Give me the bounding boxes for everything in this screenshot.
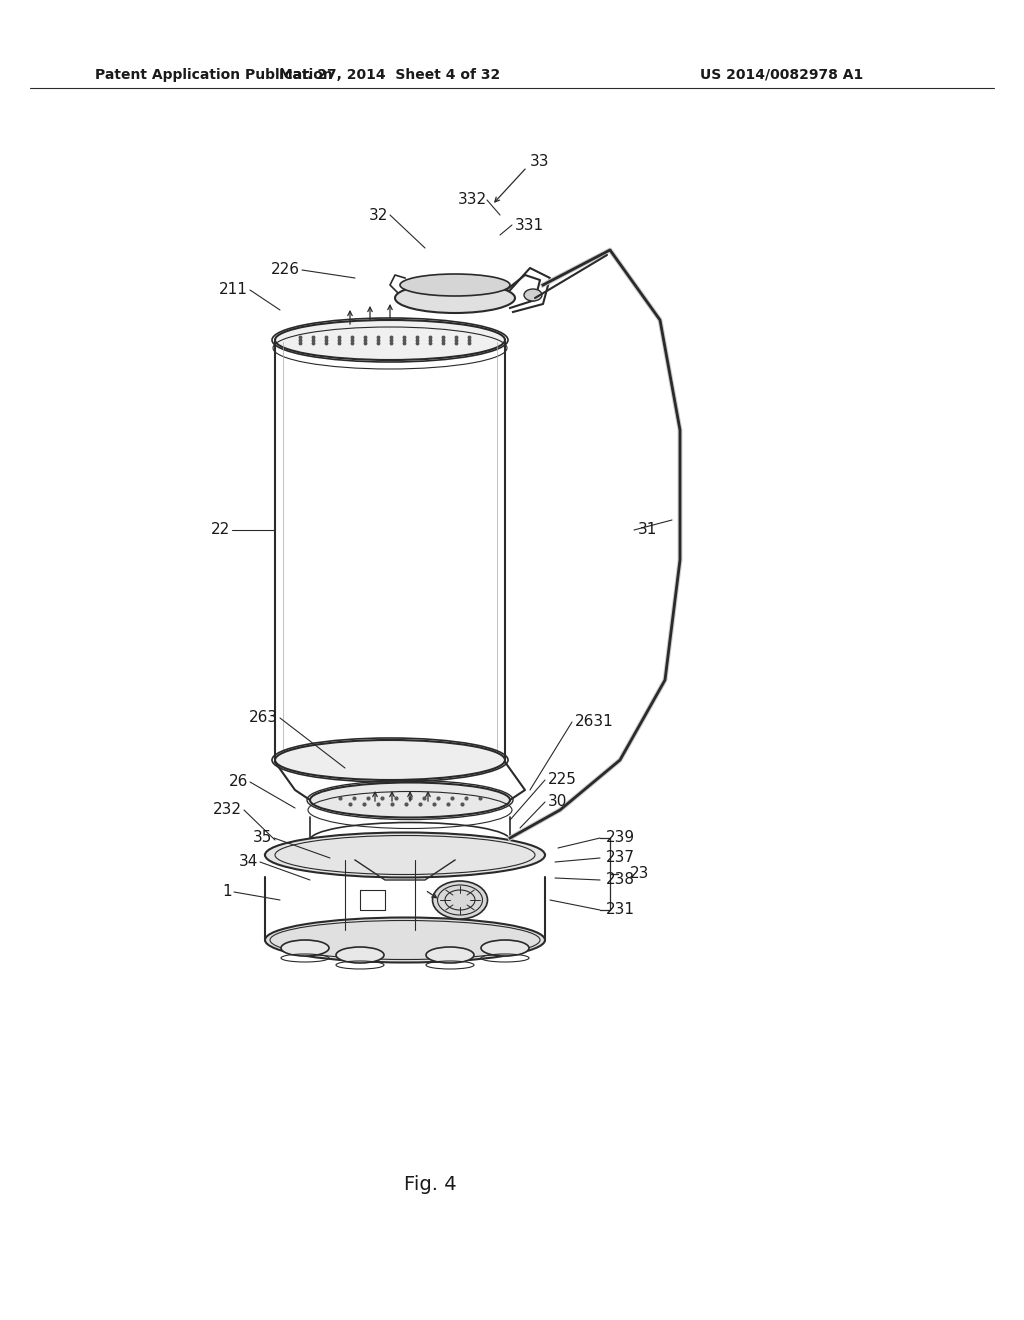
Ellipse shape	[336, 946, 384, 964]
Text: 231: 231	[606, 903, 635, 917]
Ellipse shape	[400, 275, 510, 296]
Text: 225: 225	[548, 772, 577, 788]
Ellipse shape	[459, 276, 481, 288]
Ellipse shape	[432, 880, 487, 919]
Ellipse shape	[281, 940, 329, 956]
Text: 23: 23	[630, 866, 649, 882]
Ellipse shape	[481, 940, 529, 956]
Text: 34: 34	[239, 854, 258, 870]
Text: 33: 33	[530, 154, 550, 169]
Text: 26: 26	[228, 775, 248, 789]
Text: 22: 22	[211, 523, 230, 537]
Ellipse shape	[265, 917, 545, 962]
Text: 239: 239	[606, 830, 635, 846]
Text: 332: 332	[458, 193, 487, 207]
Text: Patent Application Publication: Patent Application Publication	[95, 69, 333, 82]
Ellipse shape	[395, 282, 515, 313]
Text: 211: 211	[219, 282, 248, 297]
Text: US 2014/0082978 A1: US 2014/0082978 A1	[700, 69, 863, 82]
Ellipse shape	[265, 833, 545, 878]
Text: 226: 226	[271, 263, 300, 277]
Text: 32: 32	[369, 207, 388, 223]
Text: 1: 1	[222, 884, 232, 899]
Text: 232: 232	[213, 803, 242, 817]
Text: 2631: 2631	[575, 714, 613, 730]
Text: Fig. 4: Fig. 4	[403, 1176, 457, 1195]
Ellipse shape	[275, 741, 505, 780]
Text: 237: 237	[606, 850, 635, 866]
Text: 30: 30	[548, 795, 567, 809]
Text: 263: 263	[249, 710, 278, 726]
Text: 31: 31	[638, 523, 657, 537]
Ellipse shape	[426, 946, 474, 964]
Ellipse shape	[275, 319, 505, 360]
Text: 238: 238	[606, 873, 635, 887]
Text: Mar. 27, 2014  Sheet 4 of 32: Mar. 27, 2014 Sheet 4 of 32	[280, 69, 501, 82]
Ellipse shape	[524, 289, 542, 301]
Ellipse shape	[310, 783, 510, 817]
Text: 331: 331	[515, 218, 544, 232]
Text: 35: 35	[253, 830, 272, 846]
